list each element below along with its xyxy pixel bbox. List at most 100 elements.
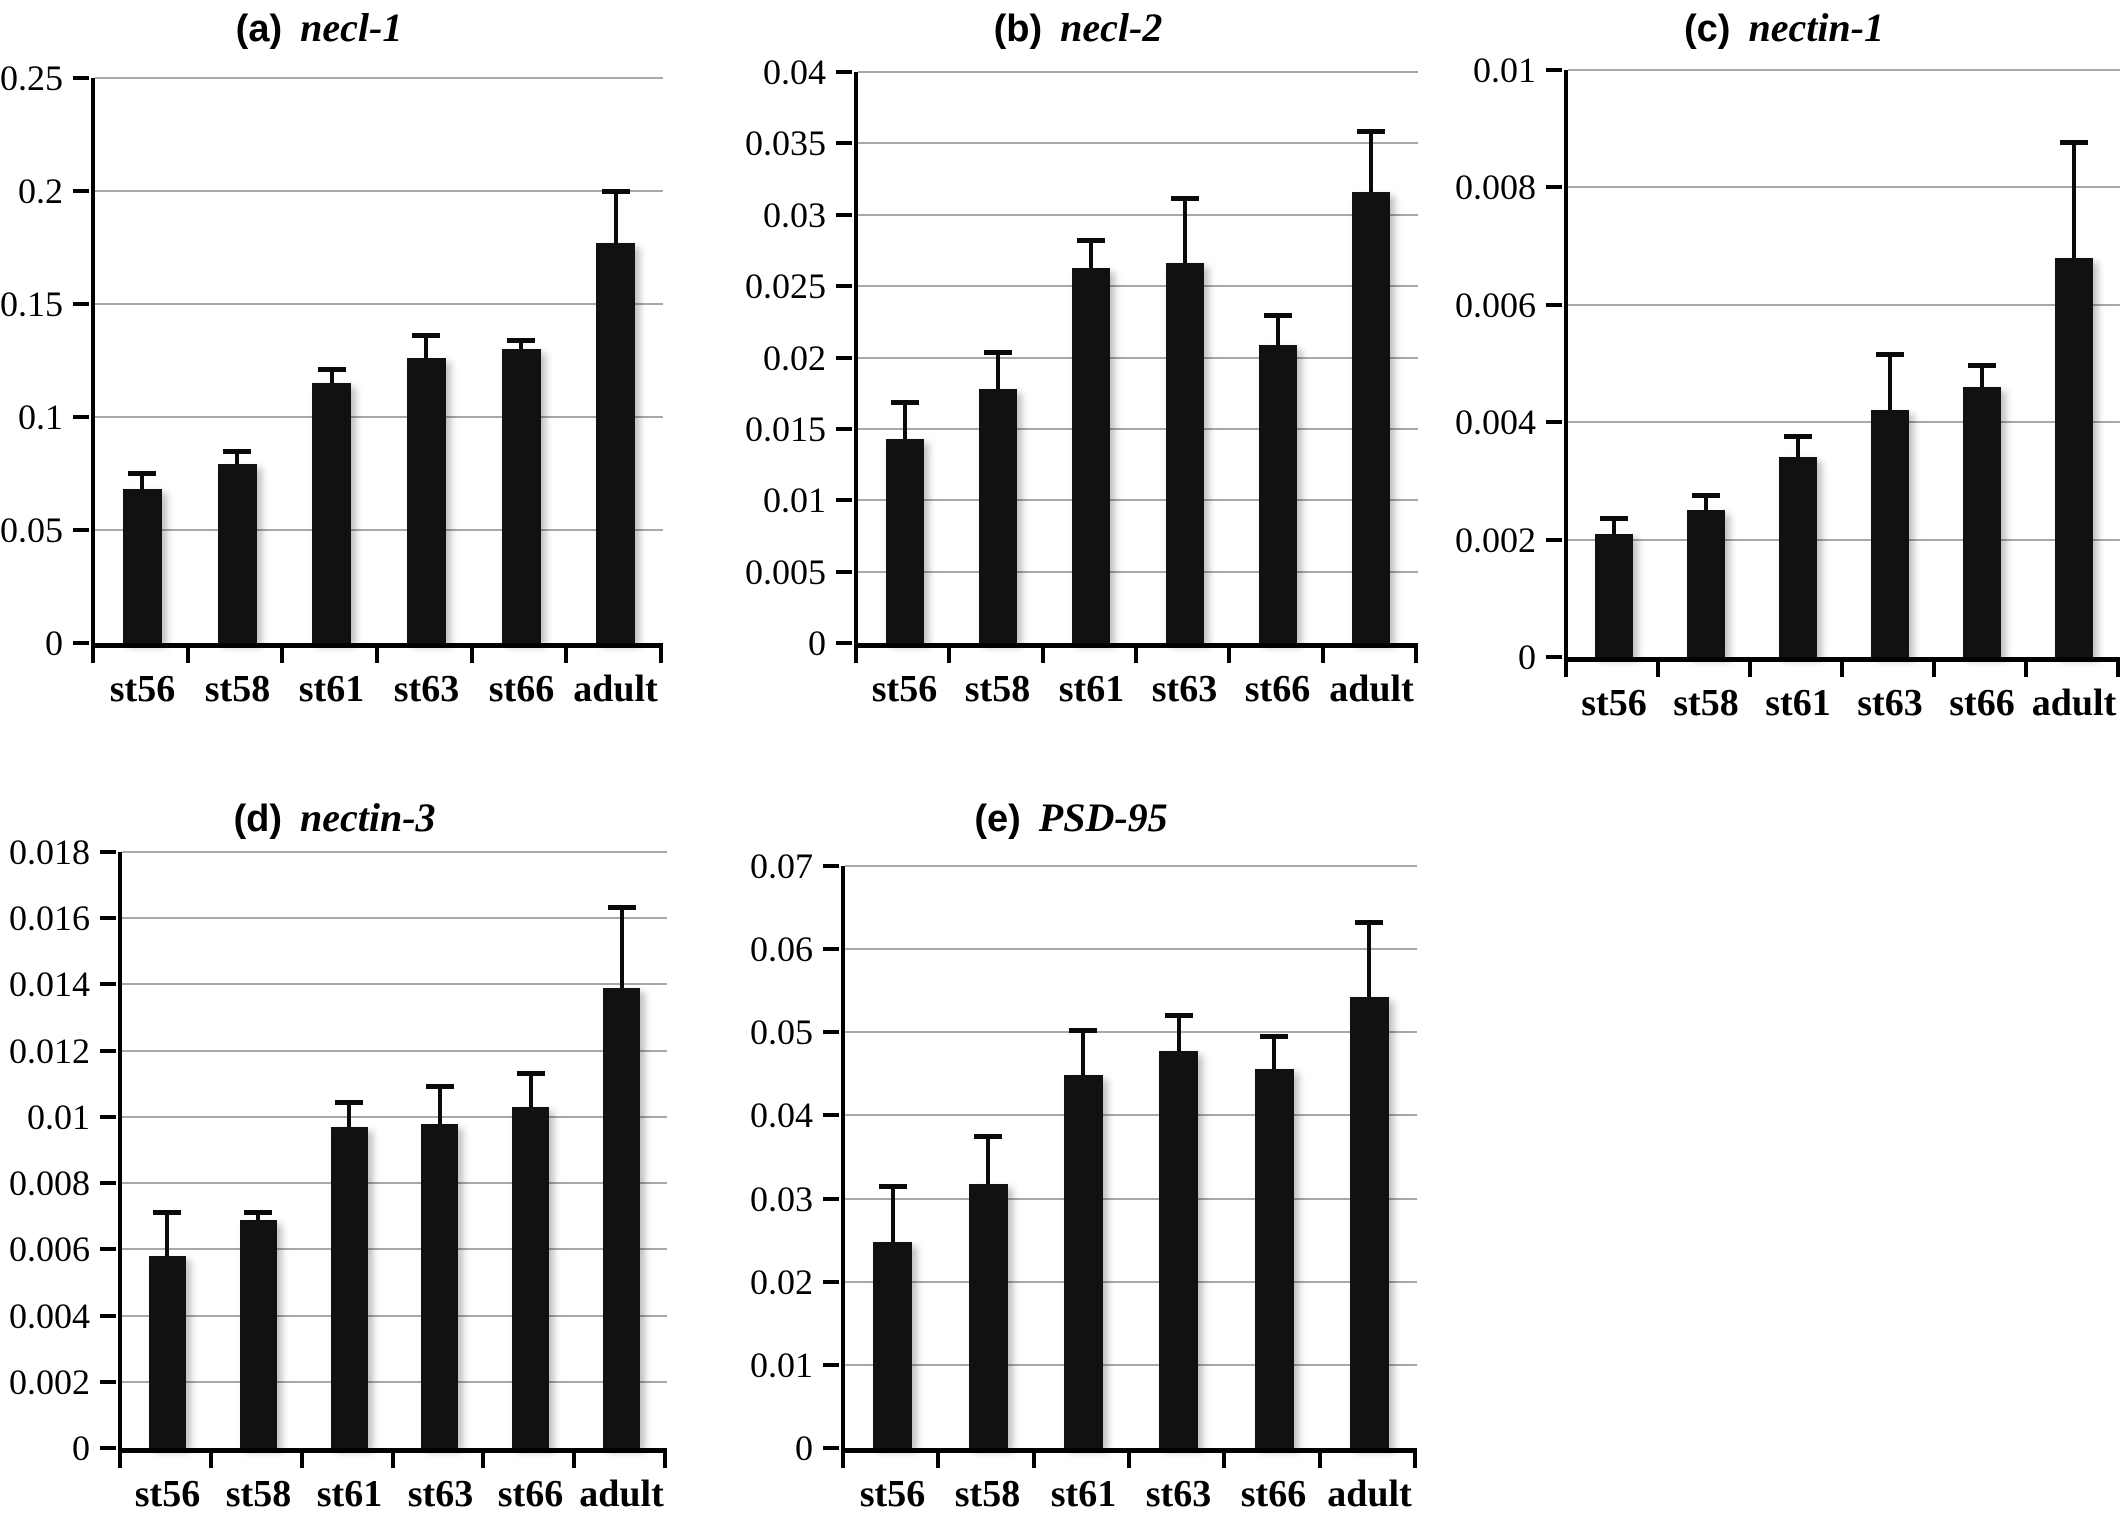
error-bar-stem bbox=[891, 1184, 895, 1242]
x-axis-tick bbox=[1041, 648, 1045, 663]
error-bar-cap bbox=[879, 1184, 907, 1189]
x-axis-tick bbox=[659, 648, 663, 663]
error-bar-cap bbox=[318, 367, 346, 372]
x-axis-tick bbox=[1656, 662, 1660, 677]
y-axis-tick bbox=[823, 1113, 839, 1117]
bar-PSD-95-st63 bbox=[1159, 1051, 1198, 1448]
chart-title-nectin-3: (d) nectin-3 bbox=[2, 794, 667, 841]
y-axis-tick bbox=[836, 498, 852, 502]
bar-nectin-3-st66 bbox=[512, 1107, 549, 1448]
y-axis-tick-label: 0.016 bbox=[9, 898, 90, 938]
error-bar-stem bbox=[235, 449, 239, 464]
y-axis-tick-label: 0 bbox=[45, 623, 63, 663]
x-axis-tick bbox=[1414, 648, 1418, 663]
error-bar-cap bbox=[602, 189, 630, 194]
gridline bbox=[95, 77, 663, 79]
error-bar-cap bbox=[1264, 313, 1292, 318]
error-bar-stem bbox=[1177, 1013, 1181, 1051]
bar-nectin-1-adult bbox=[2055, 258, 2093, 657]
error-bar-stem bbox=[1888, 352, 1892, 410]
y-axis-tick-label: 0.025 bbox=[745, 266, 826, 306]
gridline bbox=[1568, 421, 2120, 423]
gridline bbox=[122, 1116, 667, 1118]
gridline bbox=[845, 1198, 1417, 1200]
x-axis-tick bbox=[118, 1453, 122, 1468]
gridline bbox=[858, 214, 1418, 216]
gridline bbox=[122, 1381, 667, 1383]
chart-title-PSD-95: (e) PSD-95 bbox=[725, 794, 1417, 841]
y-axis-tick-label: 0.004 bbox=[9, 1296, 90, 1336]
error-bar-cap bbox=[1077, 238, 1105, 243]
bar-necl-1-adult bbox=[596, 243, 635, 643]
gene-title: nectin-3 bbox=[299, 795, 436, 840]
x-axis-category-label: st63 bbox=[407, 1473, 474, 1515]
bar-nectin-3-adult bbox=[603, 988, 640, 1448]
x-axis-category-label: st58 bbox=[204, 668, 271, 710]
error-bar-stem bbox=[986, 1134, 990, 1184]
gridline bbox=[122, 1315, 667, 1317]
bar-nectin-3-st63 bbox=[421, 1124, 458, 1448]
error-bar-cap bbox=[891, 400, 919, 405]
panel-letter: (a) bbox=[235, 8, 283, 50]
plot-area-PSD-95 bbox=[841, 865, 1417, 1453]
y-axis-tick-label: 0.002 bbox=[1455, 520, 1536, 560]
y-axis-tick-label: 0 bbox=[795, 1428, 813, 1468]
x-axis-tick bbox=[841, 1453, 845, 1468]
y-axis-tick-label: 0.01 bbox=[750, 1345, 813, 1385]
plot-area-necl-1 bbox=[91, 77, 663, 648]
x-axis-tick bbox=[1748, 662, 1752, 677]
gridline bbox=[122, 983, 667, 985]
y-axis-tick bbox=[836, 141, 852, 145]
bar-PSD-95-st58 bbox=[969, 1184, 1008, 1448]
error-bar-cap bbox=[1260, 1034, 1288, 1039]
error-bar-stem bbox=[1272, 1034, 1276, 1069]
error-bar-cap bbox=[974, 1134, 1002, 1139]
gridline bbox=[1568, 186, 2120, 188]
bar-necl-2-adult bbox=[1352, 192, 1390, 643]
chart-title-nectin-1: (c) nectin-1 bbox=[1448, 4, 2120, 51]
y-axis-tick bbox=[823, 864, 839, 868]
x-axis-tick bbox=[481, 1453, 485, 1468]
y-axis-tick bbox=[100, 1115, 116, 1119]
gridline bbox=[122, 1182, 667, 1184]
y-axis-tick bbox=[836, 356, 852, 360]
x-axis-category-label: adult bbox=[573, 668, 658, 710]
x-axis-tick bbox=[947, 648, 951, 663]
x-axis-category-label: adult bbox=[2031, 682, 2117, 724]
error-bar-cap bbox=[153, 1210, 181, 1215]
y-axis-tick-label: 0.012 bbox=[9, 1031, 90, 1071]
panel-letter: (b) bbox=[993, 8, 1043, 50]
error-bar-cap bbox=[1600, 516, 1628, 521]
x-axis-category-label: st63 bbox=[393, 668, 460, 710]
error-bar-stem bbox=[996, 350, 1000, 389]
bar-necl-2-st63 bbox=[1166, 263, 1204, 643]
y-axis-tick-label: 0.01 bbox=[763, 480, 826, 520]
error-bar-stem bbox=[1612, 516, 1616, 534]
error-bar-cap bbox=[1355, 920, 1383, 925]
error-bar-stem bbox=[1081, 1028, 1085, 1075]
bar-necl-2-st56 bbox=[886, 439, 924, 643]
bar-PSD-95-st61 bbox=[1064, 1075, 1103, 1448]
y-axis-tick-label: 0.05 bbox=[0, 510, 63, 550]
y-axis-tick-label: 0.008 bbox=[1455, 167, 1536, 207]
y-axis-tick-label: 0.015 bbox=[745, 409, 826, 449]
error-bar-cap bbox=[984, 350, 1012, 355]
y-axis-tick-label: 0.03 bbox=[750, 1179, 813, 1219]
x-axis-tick bbox=[564, 648, 568, 663]
y-axis-tick-label: 0.02 bbox=[750, 1262, 813, 1302]
y-axis-tick-label: 0.01 bbox=[1473, 50, 1536, 90]
error-bar-stem bbox=[1704, 493, 1708, 510]
x-axis-category-label: st66 bbox=[497, 1473, 564, 1515]
y-axis-tick-label: 0.018 bbox=[9, 832, 90, 872]
y-axis-tick bbox=[836, 213, 852, 217]
x-axis-tick bbox=[1134, 648, 1138, 663]
bar-nectin-1-st58 bbox=[1687, 510, 1725, 657]
gridline bbox=[845, 865, 1417, 867]
error-bar-stem bbox=[347, 1100, 351, 1127]
y-axis-tick-label: 0.03 bbox=[763, 195, 826, 235]
y-axis-tick-label: 0.02 bbox=[763, 338, 826, 378]
y-axis-tick bbox=[100, 1181, 116, 1185]
y-axis-tick bbox=[836, 284, 852, 288]
x-axis-tick bbox=[91, 648, 95, 663]
